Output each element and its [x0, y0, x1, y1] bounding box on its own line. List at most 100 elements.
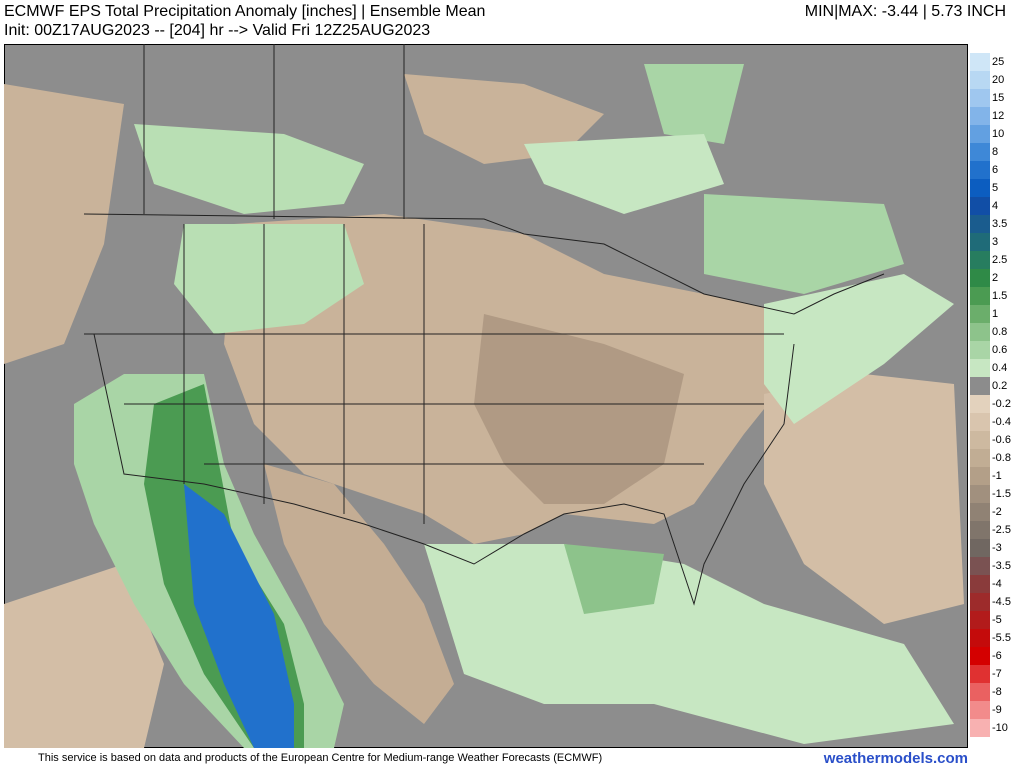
colorbar-label: 6	[992, 164, 998, 176]
dry-region	[764, 374, 964, 624]
colorbar-swatch	[970, 413, 990, 431]
colorbar-label: 10	[992, 128, 1004, 140]
colorbar-swatch	[970, 629, 990, 647]
colorbar-swatch	[970, 197, 990, 215]
colorbar-swatch	[970, 341, 990, 359]
colorbar-swatch	[970, 125, 990, 143]
colorbar-label: -2.5	[992, 524, 1011, 536]
wet-region	[424, 544, 954, 744]
colorbar-label: -0.8	[992, 452, 1011, 464]
colorbar-swatch	[970, 467, 990, 485]
colorbar-label: -0.6	[992, 434, 1011, 446]
colorbar-label: -6	[992, 650, 1002, 662]
colorbar-swatch	[970, 143, 990, 161]
colorbar-label: 0.6	[992, 344, 1007, 356]
colorbar-label: -1.5	[992, 488, 1011, 500]
dry-region	[4, 84, 124, 364]
colorbar-swatch	[970, 53, 990, 71]
colorbar-label: -3	[992, 542, 1002, 554]
colorbar-label: -1	[992, 470, 1002, 482]
colorbar-swatch	[970, 395, 990, 413]
wet-region	[644, 64, 744, 144]
colorbar-label: 2.5	[992, 254, 1007, 266]
colorbar-swatch	[970, 719, 990, 737]
colorbar-swatch	[970, 503, 990, 521]
colorbar-label: 3.5	[992, 218, 1007, 230]
colorbar-swatch	[970, 701, 990, 719]
colorbar-swatch	[970, 269, 990, 287]
colorbar-label: 0.8	[992, 326, 1007, 338]
colorbar-swatch	[970, 377, 990, 395]
colorbar-swatch	[970, 71, 990, 89]
colorbar-label: -7	[992, 668, 1002, 680]
colorbar-swatch	[970, 611, 990, 629]
borders	[83, 44, 885, 606]
colorbar-label: 0.4	[992, 362, 1007, 374]
site-link[interactable]: weathermodels.com	[823, 750, 968, 767]
colorbar-label: -3.5	[992, 560, 1011, 572]
colorbar-swatch	[970, 683, 990, 701]
wet-region	[524, 134, 724, 214]
colorbar-label: 20	[992, 74, 1004, 86]
colorbar: 25 20 15 12 10 8 6 5 4 3.5 3 2.5 2 1.5 1 0.8 0.6 0.4 0.2 -0…	[970, 53, 1011, 737]
colorbar-label: -9	[992, 704, 1002, 716]
colorbar-label: -4.5	[992, 596, 1011, 608]
colorbar-label: 1	[992, 308, 998, 320]
dry-region	[474, 314, 684, 504]
colorbar-swatch	[970, 323, 990, 341]
colorbar-swatch	[970, 647, 990, 665]
colorbar-swatch	[970, 305, 990, 323]
colorbar-swatch	[970, 485, 990, 503]
colorbar-swatch	[970, 593, 990, 611]
wet-region	[134, 124, 364, 214]
colorbar-swatch	[970, 251, 990, 269]
subtitle: Init: 00Z17AUG2023 -- [204] hr --> Valid…	[4, 22, 431, 39]
colorbar-label: 2	[992, 272, 998, 284]
colorbar-label: 4	[992, 200, 998, 212]
colorbar-swatch	[970, 215, 990, 233]
dry-region	[264, 464, 454, 724]
colorbar-label: 8	[992, 146, 998, 158]
colorbar-label: -0.4	[992, 416, 1011, 428]
colorbar-label: 3	[992, 236, 998, 248]
colorbar-label: 5	[992, 182, 998, 194]
colorbar-label: -0.2	[992, 398, 1011, 410]
colorbar-label: 0.2	[992, 380, 1007, 392]
colorbar-label: -8	[992, 686, 1002, 698]
wet-region	[764, 274, 954, 424]
colorbar-label: -4	[992, 578, 1002, 590]
wet-region	[564, 544, 664, 614]
colorbar-label: 25	[992, 56, 1004, 68]
colorbar-swatch	[970, 449, 990, 467]
credit: This service is based on data and produc…	[38, 752, 603, 764]
colorbar-label: -5.5	[992, 632, 1011, 644]
colorbar-swatch	[970, 287, 990, 305]
colorbar-swatch	[970, 359, 990, 377]
colorbar-swatch	[970, 665, 990, 683]
colorbar-label: 1.5	[992, 290, 1007, 302]
wet-region	[704, 194, 904, 294]
wet-region	[174, 224, 364, 334]
very-wet-region	[184, 484, 294, 748]
dry-region	[4, 564, 164, 748]
colorbar-swatch	[970, 89, 990, 107]
colorbar-label: -5	[992, 614, 1002, 626]
colorbar-swatch	[970, 161, 990, 179]
colorbar-swatch	[970, 575, 990, 593]
title: ECMWF EPS Total Precipitation Anomaly [i…	[4, 3, 486, 20]
colorbar-swatch	[970, 431, 990, 449]
colorbar-swatch	[970, 521, 990, 539]
colorbar-label: 15	[992, 92, 1004, 104]
colorbar-label: -10	[992, 722, 1008, 734]
dry-region	[404, 74, 604, 164]
colorbar-label: -2	[992, 506, 1002, 518]
colorbar-label: 12	[992, 110, 1004, 122]
map	[4, 44, 968, 748]
colorbar-swatch	[970, 179, 990, 197]
colorbar-swatch	[970, 233, 990, 251]
colorbar-swatch	[970, 557, 990, 575]
min-max: MIN|MAX: -3.44 | 5.73 INCH	[804, 3, 1006, 20]
colorbar-swatch	[970, 539, 990, 557]
colorbar-swatch	[970, 107, 990, 125]
